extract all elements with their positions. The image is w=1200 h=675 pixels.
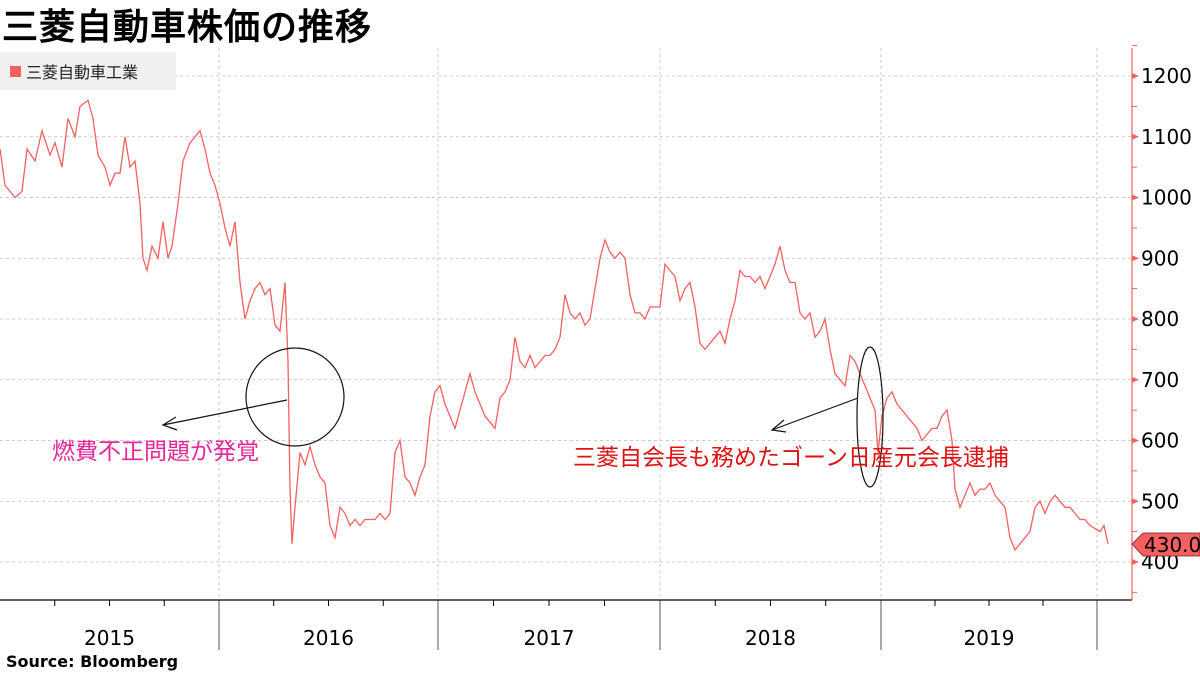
tick-marker-icon bbox=[1132, 376, 1139, 383]
y-tick-label: 700 bbox=[1141, 368, 1179, 392]
source-credit: Source: Bloomberg bbox=[6, 652, 179, 671]
tick-marker-icon bbox=[1132, 316, 1139, 322]
chart-title: 三菱自動車株価の推移 bbox=[2, 7, 373, 48]
x-tick-label: 2015 bbox=[84, 626, 135, 650]
price-line bbox=[0, 99, 1109, 552]
x-tick-label: 2019 bbox=[964, 626, 1015, 650]
annotation-fuel-scandal: 燃費不正問題が発覚 bbox=[52, 439, 259, 465]
y-tick-label: 1100 bbox=[1141, 125, 1192, 149]
y-tick-label: 1200 bbox=[1141, 64, 1192, 88]
x-tick-label: 2017 bbox=[524, 626, 575, 650]
arrowhead-icon bbox=[770, 419, 787, 433]
y-tick-label: 600 bbox=[1141, 429, 1179, 453]
legend-label: 三菱自動車工業 bbox=[26, 63, 139, 82]
last-value-label: 430.0 bbox=[1144, 533, 1200, 557]
annotation-ellipse-ghosn-arrest bbox=[856, 346, 884, 488]
annotation-circle-fuel-scandal bbox=[245, 347, 345, 447]
x-axis: 2015 2016 2017 2018 2019 bbox=[0, 599, 1132, 650]
annotation-ghosn-arrest: 三菱自会長も務めたゴーン日産元会長逮捕 bbox=[573, 445, 1009, 471]
y-tick-label: 500 bbox=[1141, 489, 1179, 513]
x-tick-label: 2018 bbox=[745, 626, 796, 650]
legend-swatch-icon bbox=[10, 65, 21, 77]
annotation-arrow-fuel-scandal bbox=[162, 399, 288, 426]
tick-marker-icon bbox=[1132, 133, 1139, 140]
x-tick-label: 2016 bbox=[303, 626, 354, 650]
arrowhead-icon bbox=[161, 416, 178, 431]
tick-marker-icon bbox=[1132, 194, 1139, 201]
y-tick-label: 1000 bbox=[1141, 186, 1192, 210]
tick-marker-icon bbox=[1132, 437, 1139, 444]
gridlines bbox=[0, 48, 1132, 600]
y-tick-label: 900 bbox=[1141, 246, 1179, 270]
annotation-arrow-ghosn-arrest bbox=[771, 397, 859, 431]
y-tick-label: 800 bbox=[1141, 307, 1179, 331]
tick-marker-icon bbox=[1132, 559, 1139, 565]
tick-marker-icon bbox=[1132, 73, 1139, 79]
legend: 三菱自動車工業 bbox=[0, 52, 176, 90]
tick-marker-icon bbox=[1132, 498, 1139, 505]
tick-marker-icon bbox=[1132, 255, 1139, 262]
last-value-tag: 430.0 bbox=[1131, 532, 1200, 557]
